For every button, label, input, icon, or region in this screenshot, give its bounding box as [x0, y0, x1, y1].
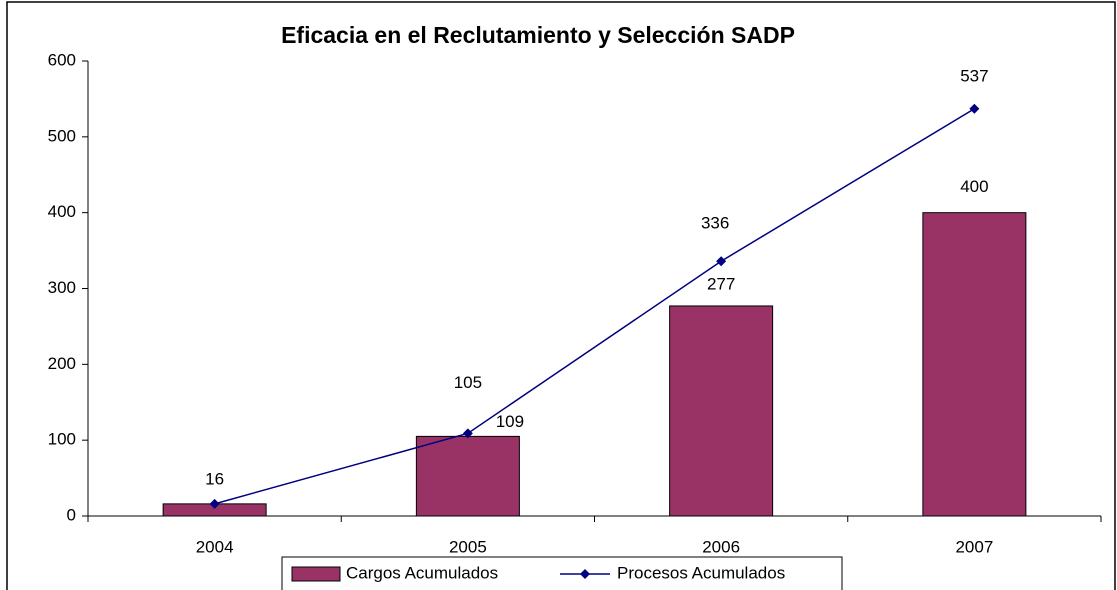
x-tick-label: 2007 — [955, 537, 993, 556]
y-tick-label: 500 — [48, 126, 76, 145]
bar-value-label: 16 — [205, 469, 224, 488]
legend-label: Cargos Acumulados — [346, 563, 498, 582]
line-value-label: 336 — [701, 214, 729, 233]
bar-value-label: 277 — [707, 274, 735, 293]
x-tick-label: 2004 — [196, 537, 234, 556]
line-marker — [462, 428, 473, 439]
legend-label: Procesos Acumulados — [617, 563, 785, 582]
y-tick-label: 300 — [48, 278, 76, 297]
line — [214, 108, 975, 505]
legend-swatch — [291, 566, 341, 582]
x-tick-label: 2005 — [449, 537, 487, 556]
y-tick-label: 600 — [48, 50, 76, 69]
line-marker — [209, 498, 220, 509]
y-tick-label: 100 — [48, 430, 76, 449]
line-value-label: 537 — [960, 66, 988, 85]
bar-value-label: 400 — [960, 177, 988, 196]
bar — [922, 212, 1027, 517]
legend — [281, 556, 843, 590]
y-tick-label: 400 — [48, 202, 76, 221]
legend-marker — [580, 569, 590, 579]
bar — [415, 435, 520, 517]
y-tick-label: 0 — [67, 505, 76, 524]
chart-border — [6, 1, 1116, 590]
bar — [669, 305, 774, 517]
bar-value-label: 105 — [454, 373, 482, 392]
x-tick-label: 2006 — [702, 537, 740, 556]
y-tick-label: 200 — [48, 354, 76, 373]
line-marker — [969, 103, 980, 114]
chart-title: Eficacia en el Reclutamiento y Selección… — [281, 22, 795, 48]
line-marker — [716, 256, 727, 267]
line-value-label: 109 — [496, 412, 524, 431]
